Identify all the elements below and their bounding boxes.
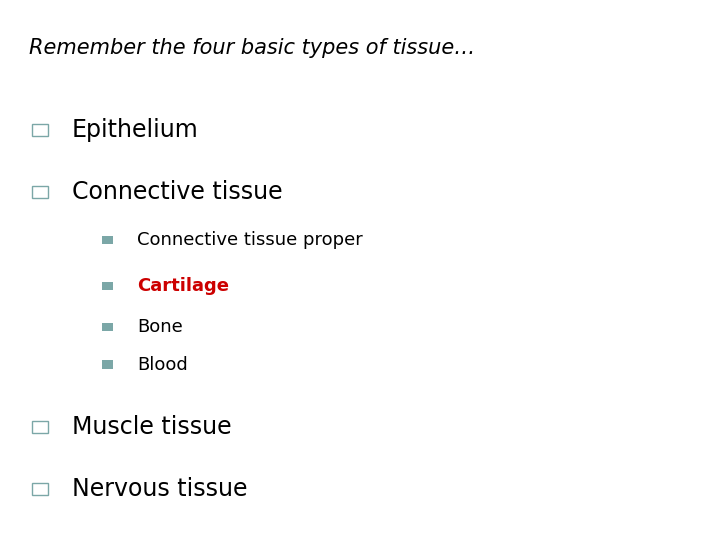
- FancyBboxPatch shape: [32, 186, 48, 198]
- FancyBboxPatch shape: [102, 236, 113, 244]
- Text: Epithelium: Epithelium: [72, 118, 199, 141]
- Text: Muscle tissue: Muscle tissue: [72, 415, 232, 438]
- Text: Bone: Bone: [137, 318, 183, 336]
- FancyBboxPatch shape: [32, 124, 48, 136]
- FancyBboxPatch shape: [102, 282, 113, 291]
- Text: Nervous tissue: Nervous tissue: [72, 477, 248, 501]
- Text: Connective tissue proper: Connective tissue proper: [137, 231, 363, 249]
- Text: Connective tissue: Connective tissue: [72, 180, 283, 204]
- Text: Remember the four basic types of tissue…: Remember the four basic types of tissue…: [29, 38, 475, 58]
- Text: Blood: Blood: [137, 355, 187, 374]
- Text: Cartilage: Cartilage: [137, 277, 229, 295]
- FancyBboxPatch shape: [102, 322, 113, 330]
- FancyBboxPatch shape: [32, 483, 48, 495]
- FancyBboxPatch shape: [32, 421, 48, 433]
- FancyBboxPatch shape: [102, 361, 113, 368]
